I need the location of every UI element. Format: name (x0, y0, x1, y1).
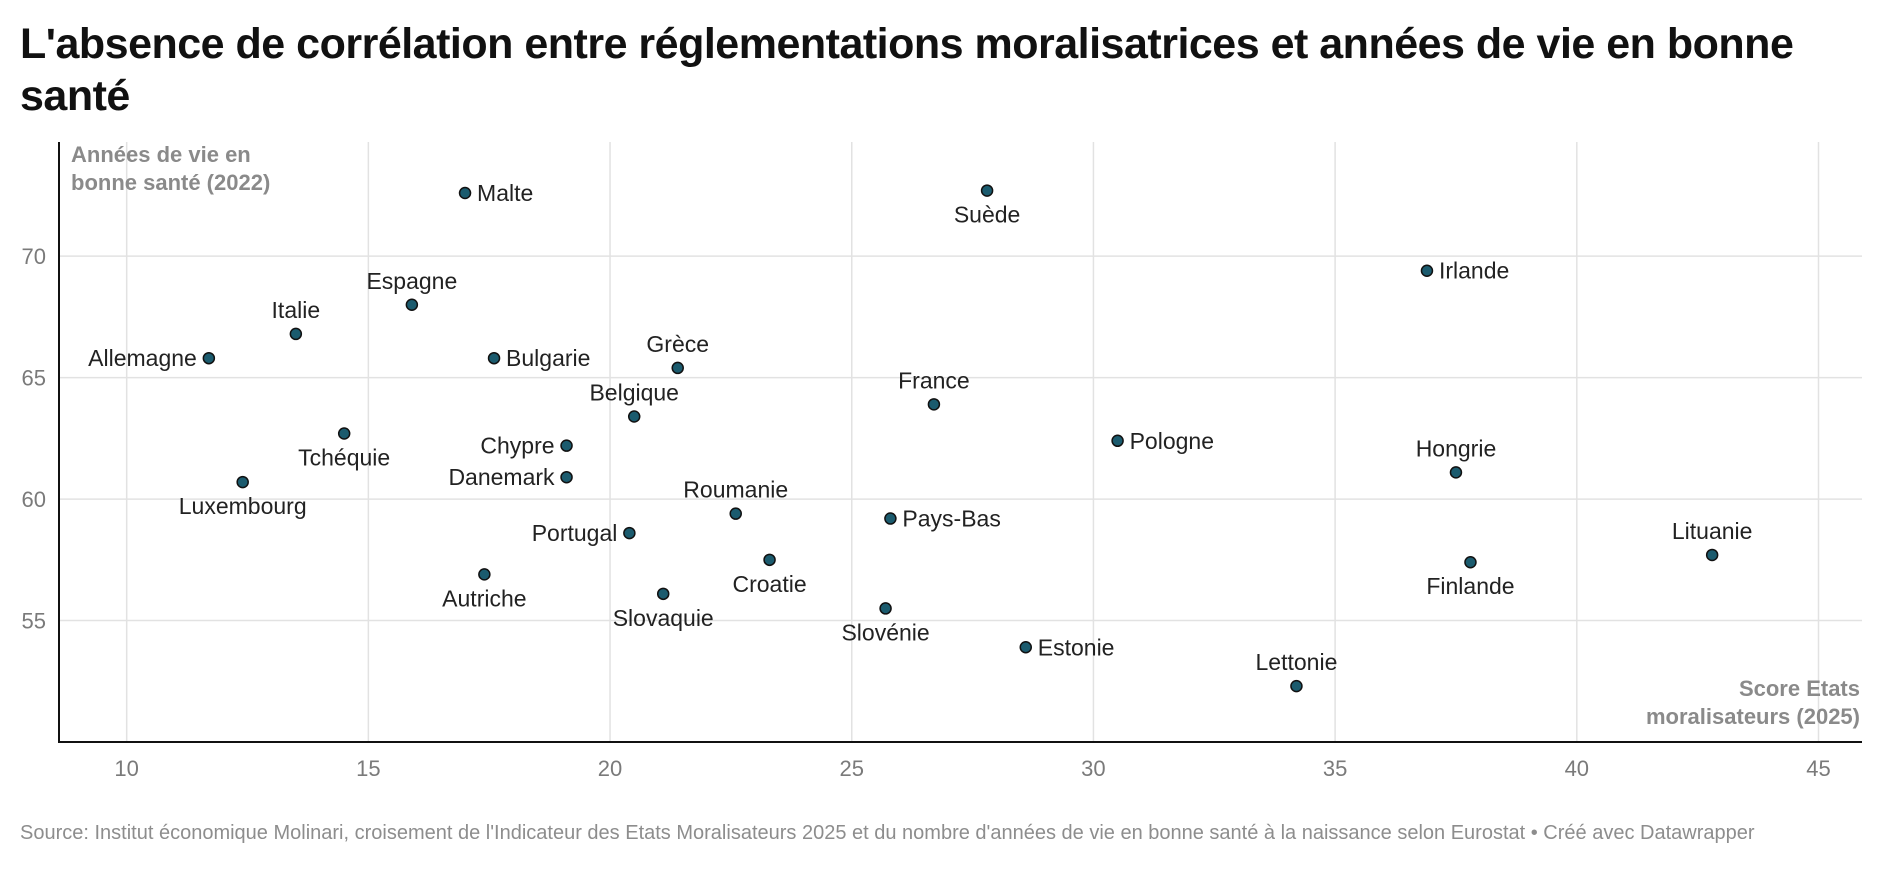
data-point (202, 351, 216, 365)
grid-lines (59, 142, 1862, 742)
point-label: Grèce (646, 331, 709, 357)
data-point (671, 361, 684, 375)
data-point (1464, 555, 1477, 569)
point-label: Italie (272, 297, 321, 323)
data-point (879, 602, 892, 615)
y-tick-label: 70 (22, 244, 46, 269)
x-tick-label: 15 (356, 756, 380, 781)
source-footnote: Source: Institut économique Molinari, cr… (20, 822, 1755, 844)
chart-title: L'absence de corrélation entre réglement… (20, 20, 1794, 120)
data-point (927, 398, 941, 411)
data-point (623, 526, 636, 540)
point-label: Belgique (589, 379, 679, 405)
point-label: Slovaquie (613, 605, 714, 631)
y-axis-title-line-1: Années de vie en (71, 142, 251, 167)
y-tick-label: 55 (22, 609, 46, 634)
data-point (980, 184, 994, 197)
point-label: Roumanie (683, 477, 788, 503)
point-label: Autriche (442, 585, 526, 611)
point-label: Finlande (1426, 573, 1514, 599)
data-point (487, 351, 501, 365)
data-point (627, 410, 641, 423)
point-label: Hongrie (1416, 435, 1497, 461)
data-point (560, 470, 573, 484)
point-label: Chypre (480, 433, 554, 459)
tick-labels: 10 15 20 25 30 35 40 45 55 60 65 70 (22, 244, 1831, 781)
point-label: Suède (954, 202, 1021, 228)
point-label: France (898, 367, 970, 393)
point-label: Lettonie (1256, 649, 1338, 675)
point-label: Tchéquie (298, 444, 390, 470)
data-point (1449, 466, 1463, 479)
x-tick-label: 35 (1323, 756, 1347, 781)
point-label: Croatie (732, 571, 806, 597)
x-tick-label: 25 (839, 756, 863, 781)
data-point (1420, 264, 1434, 277)
data-point (560, 439, 573, 452)
data-point (236, 475, 249, 489)
data-point (289, 327, 303, 341)
point-label: Bulgarie (506, 345, 590, 371)
data-point (478, 568, 491, 581)
point-label: Irlande (1439, 258, 1509, 284)
data-point (337, 427, 351, 440)
y-tick-label: 60 (22, 487, 46, 512)
y-tick-label: 65 (22, 366, 46, 391)
data-point (1019, 641, 1033, 654)
x-axis-title-line-1: Score Etats (1739, 676, 1860, 701)
x-tick-label: 40 (1565, 756, 1589, 781)
point-label: Pays-Bas (902, 506, 1000, 532)
data-point (1111, 434, 1124, 448)
x-tick-label: 10 (114, 756, 138, 781)
point-label: Portugal (532, 520, 618, 546)
point-label: Luxembourg (179, 493, 307, 519)
data-point (729, 507, 742, 520)
point-label: Espagne (366, 268, 457, 294)
data-point (763, 553, 776, 567)
data-point (656, 587, 670, 601)
axis-titles: Années de vie en bonne santé (2022) Scor… (71, 142, 1860, 729)
point-label: Estonie (1038, 634, 1115, 660)
point-label: Danemark (448, 464, 555, 490)
axes (58, 142, 1862, 743)
point-label: Pologne (1130, 428, 1214, 454)
x-tick-label: 20 (598, 756, 622, 781)
x-tick-label: 30 (1081, 756, 1105, 781)
y-axis-title-line-2: bonne santé (2022) (71, 170, 270, 195)
data-point (884, 512, 897, 525)
point-label: Allemagne (88, 345, 197, 371)
data-points: Malte Suède Irlande Espagne Italie Allemagne B… (88, 180, 1753, 693)
x-axis-title-line-2: moralisateurs (2025) (1646, 704, 1860, 729)
point-label: Slovénie (841, 619, 929, 645)
point-label: Malte (477, 180, 533, 206)
data-point (458, 186, 472, 200)
data-point (1705, 548, 1719, 562)
x-tick-label: 45 (1806, 756, 1830, 781)
data-point (405, 298, 419, 312)
point-label: Lituanie (1672, 518, 1753, 544)
data-point (1290, 679, 1303, 693)
scatter-chart: 10 15 20 25 30 35 40 45 55 60 65 70 Années de vie e… (22, 142, 1862, 781)
